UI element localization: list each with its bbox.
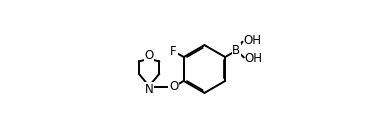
Text: F: F (170, 45, 177, 58)
Text: OH: OH (244, 52, 263, 65)
Text: B: B (232, 44, 240, 57)
Text: OH: OH (243, 34, 261, 47)
Text: O: O (144, 49, 154, 62)
Text: N: N (145, 83, 154, 96)
Text: O: O (169, 80, 178, 93)
